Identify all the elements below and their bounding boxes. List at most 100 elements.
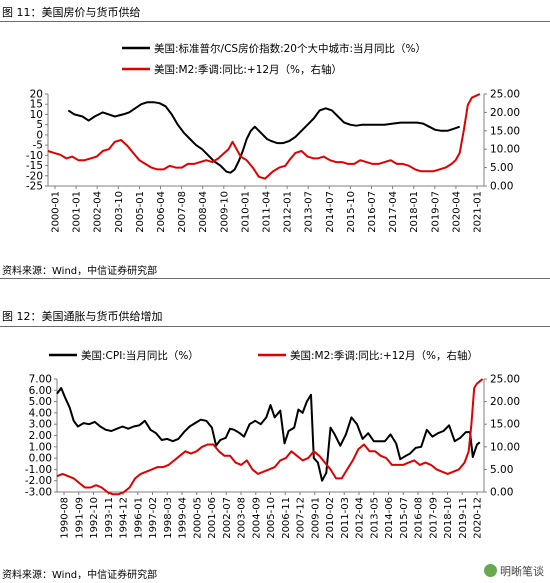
legend-label-m2: 美国:M2:季调:同比:+12月（%，右轴） [154, 63, 342, 76]
right-tick-label: 0.00 [490, 487, 513, 499]
right-tick-label: 5.00 [490, 162, 513, 174]
x-tick-label: 2005-01 [135, 191, 146, 233]
legend-label-cpi: 美国:CPI:当月同比（%） [81, 349, 199, 362]
left-tick-label: -3.00 [25, 487, 52, 499]
x-tick-label: 2008-04 [198, 191, 209, 233]
x-tick-label: 1998-03 [163, 497, 174, 539]
x-tick-label: 2001-06 [207, 497, 218, 539]
x-tick-label: 2010-01 [240, 191, 251, 233]
x-tick-label: 1996-01 [133, 497, 144, 539]
x-tick-label: 2004-09 [251, 497, 262, 539]
chart-house-price-vs-money-supply: 美国:标准普尔/CS房价指数:20个大中城市:当月同比（%） 美国:M2:季调:… [26, 42, 520, 233]
x-tick-label: 2018-01 [409, 191, 420, 233]
right-tick-label: 5.00 [490, 464, 513, 476]
x-tick-label: 2000-01 [51, 191, 62, 233]
x-tick-label: 2009-01 [310, 497, 321, 539]
left-tick-label: 20 [30, 89, 43, 101]
x-tick-label: 2014-06 [384, 497, 395, 539]
x-tick-label: 2007-12 [296, 497, 307, 539]
right-tick-label: 15.00 [490, 125, 520, 137]
series-line-m2 [47, 93, 481, 180]
figure-12-title: 图 12：美国通胀与货币供给增加 [2, 310, 163, 323]
x-tick-label: 2021-01 [473, 191, 484, 233]
right-tick-label: 10.00 [490, 144, 520, 156]
left-tick-label: 4.00 [29, 407, 52, 419]
left-tick-label: 3.00 [29, 419, 52, 431]
x-tick-label: 1992-10 [89, 497, 100, 539]
x-tick-label: 2012-01 [283, 191, 294, 233]
x-tick-label: 1990-08 [60, 497, 71, 539]
left-tick-label: 0.00 [29, 453, 52, 465]
chart-inflation-vs-money-supply: 美国:CPI:当月同比（%） 美国:M2:季调:同比:+12月（%，右轴） 7.… [25, 349, 520, 539]
wechat-icon [484, 564, 497, 577]
figure-11-source: 资料来源：Wind，中信证券研究部 [2, 266, 158, 277]
right-tick-label: 25.00 [490, 89, 520, 101]
x-tick-label: 2019-07 [430, 191, 441, 233]
x-tick-label: 1999-04 [178, 497, 189, 539]
legend-label-m2: 美国:M2:季调:同比:+12月（%，右轴） [290, 349, 478, 362]
right-tick-label: 15.00 [490, 419, 520, 431]
right-tick-label: 20.00 [490, 107, 520, 119]
x-tick-label: 2002-04 [93, 191, 104, 233]
x-tick-label: 2013-07 [304, 191, 315, 233]
series-line-primary [56, 387, 481, 482]
x-tick-label: 2015-07 [399, 497, 410, 539]
right-tick-label: 10.00 [490, 441, 520, 453]
left-tick-label: -20 [26, 170, 43, 182]
figure-11-top-rule [0, 21, 550, 22]
x-tick-label: 2011-03 [340, 497, 351, 539]
left-tick-label: 1.00 [29, 441, 52, 453]
x-tick-label: 2005-10 [266, 497, 277, 539]
figure-11-title: 图 11：美国房价与货币供给 [2, 6, 141, 19]
x-tick-label: 2007-08 [177, 191, 188, 233]
left-tick-label: -1.00 [25, 464, 52, 476]
left-tick-label: 0 [36, 129, 43, 141]
x-tick-label: 1993-11 [104, 497, 115, 539]
x-tick-label: 2020-12 [473, 497, 484, 539]
x-tick-label: 1991-09 [74, 497, 85, 539]
x-tick-label: 2018-10 [443, 497, 454, 539]
figure-11-bottom-rule [0, 278, 550, 279]
x-tick-label: 2019-11 [458, 497, 469, 539]
x-tick-label: 2017-04 [388, 191, 399, 233]
left-tick-label: 10 [30, 109, 43, 121]
left-tick-label: 7.00 [29, 374, 52, 386]
left-tick-label: -5 [33, 140, 43, 152]
left-tick-label: 6.00 [29, 385, 52, 397]
x-tick-label: 2002-07 [222, 497, 233, 539]
left-tick-label: 5 [36, 119, 43, 131]
x-tick-label: 2013-05 [369, 497, 380, 539]
left-tick-label: 2.00 [29, 430, 52, 442]
right-tick-label: 25.00 [490, 374, 520, 386]
x-tick-label: 2009-10 [219, 191, 230, 233]
x-tick-label: 2000-05 [192, 497, 203, 539]
watermark-text: 明晰笔谈 [500, 565, 544, 578]
x-tick-label: 2016-07 [367, 191, 378, 233]
x-tick-label: 2003-10 [114, 191, 125, 233]
watermark: 明晰笔谈 [484, 563, 544, 579]
x-tick-label: 2003-08 [237, 497, 248, 539]
figure-12-source: 资料来源：Wind，中信证券研究部 [2, 570, 158, 581]
left-tick-label: 5.00 [29, 396, 52, 408]
x-tick-label: 2012-04 [355, 497, 366, 539]
x-tick-label: 2011-04 [262, 191, 273, 233]
x-tick-label: 2014-07 [325, 191, 336, 233]
x-tick-label: 2006-04 [156, 191, 167, 233]
x-tick-label: 2016-08 [414, 497, 425, 539]
x-tick-label: 2015-10 [346, 191, 357, 233]
series-line-m2 [56, 378, 484, 496]
right-tick-label: 0.00 [490, 181, 513, 193]
x-tick-label: 1997-02 [148, 497, 159, 539]
figure-12-top-rule [0, 326, 550, 327]
legend-label-house-price: 美国:标准普尔/CS房价指数:20个大中城市:当月同比（%） [154, 42, 426, 55]
left-tick-label: -15 [26, 160, 43, 172]
x-tick-label: 2020-04 [451, 191, 462, 233]
x-tick-label: 2006-11 [281, 497, 292, 539]
left-tick-label: 15 [30, 99, 43, 111]
x-tick-label: 2001-01 [72, 191, 83, 233]
x-tick-label: 2010-02 [325, 497, 336, 539]
left-tick-label: -10 [26, 150, 43, 162]
x-tick-label: 1994-12 [119, 497, 130, 539]
x-tick-label: 2017-09 [428, 497, 439, 539]
left-tick-label: -25 [26, 181, 43, 193]
